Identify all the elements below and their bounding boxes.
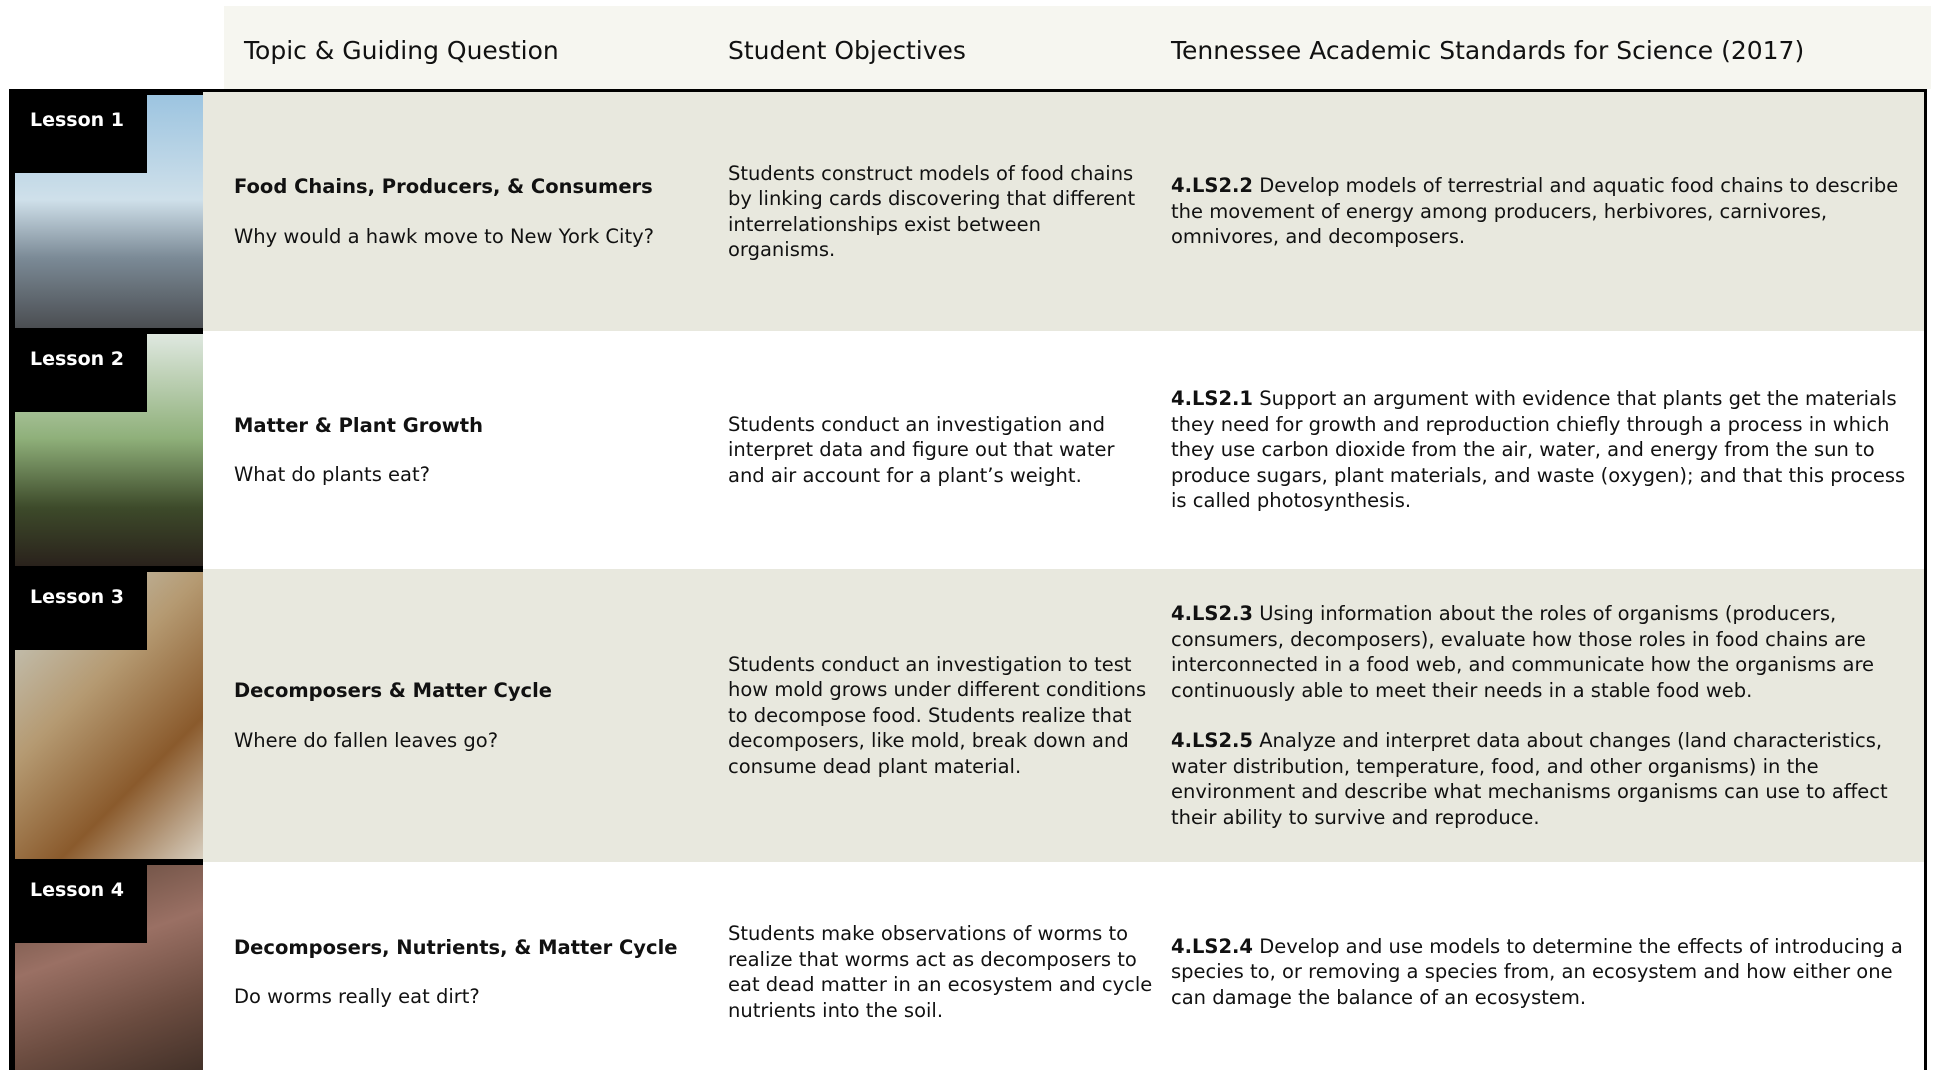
topic-cell: Decomposers & Matter Cycle Where do falle… <box>234 569 704 862</box>
standard: 4.LS2.1 Support an argument with evidenc… <box>1171 386 1919 514</box>
standard-text: Analyze and interpret data about changes… <box>1171 729 1888 829</box>
topic-title: Decomposers & Matter Cycle <box>234 679 553 702</box>
standards-cell: 4.LS2.1 Support an argument with evidenc… <box>1171 331 1919 569</box>
objective-cell: Students construct models of food chains… <box>728 92 1153 331</box>
objective-cell: Students conduct an investigation to tes… <box>728 569 1153 862</box>
standard-code: 4.LS2.5 <box>1171 729 1253 752</box>
standards-cell: 4.LS2.2 Develop models of terrestrial an… <box>1171 92 1919 331</box>
standards-cell: 4.LS2.4 Develop and use models to determ… <box>1171 862 1919 1070</box>
standard-text: Using information about the roles of org… <box>1171 602 1875 702</box>
lesson-row: Lesson 1 Food Chains, Producers, & Consum… <box>12 92 1924 331</box>
topic-title: Food Chains, Producers, & Consumers <box>234 175 653 198</box>
standard-text: Develop models of terrestrial and aquati… <box>1171 174 1899 249</box>
standard-code: 4.LS2.4 <box>1171 934 1253 958</box>
guiding-question: Where do fallen leaves go? <box>234 728 499 752</box>
lesson-table: Lesson 1 Food Chains, Producers, & Consum… <box>9 89 1927 1070</box>
column-header: Topic & Guiding Question <box>244 36 559 65</box>
topic-cell: Decomposers, Nutrients, & Matter Cycle Do… <box>234 862 704 1070</box>
topic-title: Decomposers, Nutrients, & Matter Cycle <box>234 935 678 959</box>
guiding-question: Why would a hawk move to New York City? <box>234 224 655 248</box>
standard: 4.LS2.2 Develop models of terrestrial an… <box>1171 173 1919 250</box>
standard-text: Develop and use models to determine the … <box>1171 934 1903 1009</box>
lesson-image-cell: Lesson 4 <box>12 862 203 1070</box>
header-row: Topic & Guiding Question Student Objecti… <box>224 6 1931 89</box>
lesson-image-cell: Lesson 1 <box>12 92 203 331</box>
lesson-row: Lesson 2 Matter & Plant Growth What do pla… <box>12 331 1924 569</box>
lesson-label: Lesson 1 <box>12 95 147 173</box>
column-header: Tennessee Academic Standards for Science… <box>1171 36 1805 65</box>
objective-text: Students make observations of worms to r… <box>728 922 1153 1022</box>
lesson-label: Lesson 3 <box>12 572 147 650</box>
standard-text: Support an argument with evidence that p… <box>1171 387 1906 513</box>
lesson-image-cell: Lesson 2 <box>12 331 203 569</box>
standard-code: 4.LS2.3 <box>1171 602 1253 625</box>
objective-cell: Students conduct an investigation and in… <box>728 331 1153 569</box>
topic-cell: Food Chains, Producers, & Consumers Why w… <box>234 92 704 331</box>
topic-title: Matter & Plant Growth <box>234 413 483 437</box>
objective-text: Students conduct an investigation and in… <box>728 412 1115 487</box>
column-header: Student Objectives <box>728 36 966 65</box>
standards-cell: 4.LS2.3 Using information about the role… <box>1171 569 1919 862</box>
standard-code: 4.LS2.1 <box>1171 387 1253 411</box>
lesson-image-cell: Lesson 3 <box>12 569 203 862</box>
objective-text: Students conduct an investigation to tes… <box>728 652 1147 778</box>
objective-cell: Students make observations of worms to r… <box>728 862 1153 1070</box>
standard: 4.LS2.5 Analyze and interpret data about… <box>1171 728 1919 830</box>
lesson-label: Lesson 2 <box>12 334 147 412</box>
standard: 4.LS2.3 Using information about the role… <box>1171 601 1919 703</box>
lesson-label: Lesson 4 <box>12 865 147 943</box>
topic-cell: Matter & Plant Growth What do plants eat? <box>234 331 704 569</box>
standard-code: 4.LS2.2 <box>1171 174 1253 198</box>
objective-text: Students construct models of food chains… <box>728 161 1136 262</box>
guiding-question: What do plants eat? <box>234 463 430 486</box>
lesson-row: Lesson 3 Decomposers & Matter Cycle Where … <box>12 569 1924 862</box>
lesson-row: Lesson 4 Decomposers, Nutrients, & Matter… <box>12 862 1924 1070</box>
standard: 4.LS2.4 Develop and use models to determ… <box>1171 934 1919 1011</box>
guiding-question: Do worms really eat dirt? <box>234 985 480 1008</box>
